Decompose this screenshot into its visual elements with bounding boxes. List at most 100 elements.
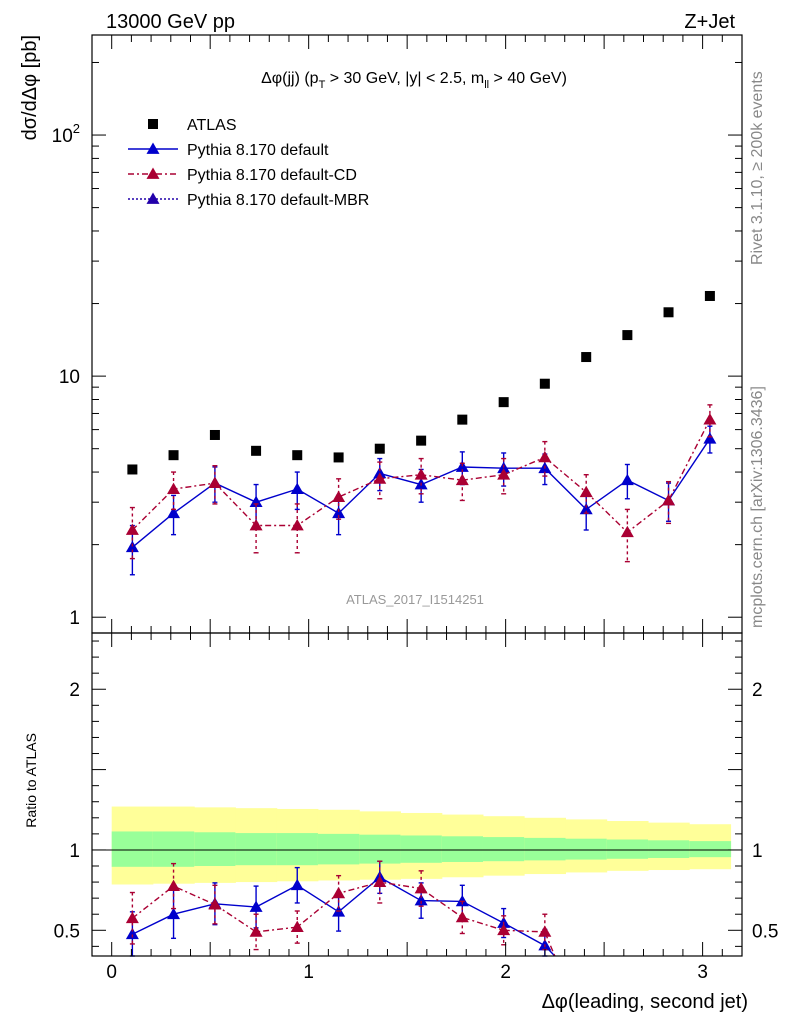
data-point (209, 429, 220, 440)
data-point (455, 473, 469, 486)
series-line (131, 881, 556, 957)
band-inner-bin (482, 837, 525, 862)
data-point (249, 925, 263, 937)
data-point (662, 493, 676, 506)
data-point (249, 519, 263, 531)
band-inner-bin (400, 835, 443, 863)
data-point (455, 894, 469, 907)
x-tick-label: 2 (500, 962, 511, 983)
legend-marker (146, 192, 160, 204)
data-point (538, 925, 552, 937)
data-point (249, 495, 263, 508)
band-inner-bin (317, 833, 360, 865)
data-point (333, 452, 344, 463)
band-inner-bin (606, 839, 649, 859)
legend-marker (146, 167, 160, 179)
pt-subscript: T (319, 79, 326, 91)
data-point (290, 482, 304, 494)
y-tick-label: 10 (59, 367, 80, 388)
data-point (125, 523, 139, 535)
x-axis-title: Δφ(leading, second jet) (542, 991, 748, 1013)
band-inner-bin (689, 841, 732, 858)
legend-label: Pythia 8.170 default-MBR (187, 192, 369, 209)
data-point (168, 450, 179, 461)
legend: ATLAS Pythia 8.170 default Pythia 8.170 de… (128, 117, 369, 209)
series-line (132, 876, 556, 957)
y-tick-label: 1 (69, 608, 80, 629)
data-point (290, 519, 304, 531)
x-axis: 0 1 2 3 (106, 633, 723, 983)
y-axis-title-main: dσ/dΔφ [pb] (19, 35, 41, 140)
data-point (290, 878, 304, 891)
x-tick-label: 0 (106, 962, 117, 983)
selection-title: Δφ(jj) (pT > 30 GeV, |y| < 2.5, mll > 40… (261, 70, 567, 91)
data-point (455, 910, 469, 923)
y-tick-label: 1 (69, 841, 80, 862)
data-point (457, 414, 468, 425)
band-inner-bin (359, 834, 401, 864)
data-point (208, 898, 222, 910)
band-inner-bin (276, 833, 319, 866)
band-inner-bin (648, 840, 690, 858)
band-inner-bin (111, 831, 154, 867)
data-point (332, 886, 346, 899)
data-point (414, 882, 428, 894)
ratio-plot-panel: 0 1 2 3 0.5 0.5 1 1 2 2 (54, 632, 778, 983)
legend-entry: Pythia 8.170 default-MBR (128, 192, 369, 209)
legend-marker (146, 142, 160, 154)
legend-label: Pythia 8.170 default-CD (187, 167, 357, 184)
data-point (374, 443, 385, 454)
legend-label: ATLAS (187, 117, 237, 134)
data-point (620, 525, 634, 538)
band-inner-bin (441, 836, 484, 862)
y-tick-label: 2 (69, 680, 80, 701)
ratio-frame (91, 632, 743, 957)
analysis-label: ATLAS_2017_I1514251 (346, 592, 484, 607)
data-point (125, 927, 139, 940)
data-point (620, 473, 634, 486)
series-cd (125, 404, 717, 563)
x-tick-label: 1 (303, 962, 314, 983)
data-point (208, 476, 222, 488)
band-inner-bin (524, 837, 567, 861)
mc-uncertainty-band (111, 806, 732, 885)
data-point (332, 490, 346, 502)
ratio-series-cd (125, 860, 556, 957)
legend-entry: Pythia 8.170 default (128, 142, 329, 159)
data-point (167, 482, 181, 494)
data-point (416, 435, 427, 446)
legend-entry: ATLAS (148, 117, 237, 134)
data-point (373, 472, 387, 484)
ratio-y-axis: 0.5 0.5 1 1 2 2 (54, 640, 778, 947)
band-inner-bin (152, 831, 195, 867)
data-point (704, 290, 715, 301)
data-point (127, 464, 138, 475)
band-inner-bin (235, 833, 278, 866)
data-point (703, 432, 717, 444)
data-point (125, 911, 139, 924)
data-point (498, 397, 509, 408)
data-point (251, 445, 262, 456)
data-point (167, 907, 181, 920)
energy-label: 13000 GeV pp (106, 11, 235, 33)
y-axis-title-ratio: Ratio to ATLAS (23, 733, 39, 828)
legend-label: Pythia 8.170 default (187, 142, 329, 159)
data-point (292, 450, 303, 461)
x-tick-label: 3 (697, 962, 708, 983)
band-inner-bin (565, 838, 608, 860)
data-point (581, 352, 592, 363)
band-inner-bin (194, 832, 236, 867)
data-point (579, 485, 593, 498)
data-point (663, 307, 674, 318)
data-point (622, 330, 633, 341)
data-point (703, 413, 717, 425)
data-point (579, 502, 593, 515)
y-tick-label-right: 0.5 (752, 921, 778, 942)
y-tick-label-right: 1 (752, 841, 763, 862)
data-point (373, 875, 387, 887)
data-point (290, 920, 304, 932)
y-tick-label: 102 (52, 121, 80, 147)
mll-subscript: ll (484, 79, 489, 91)
data-point (249, 900, 263, 912)
